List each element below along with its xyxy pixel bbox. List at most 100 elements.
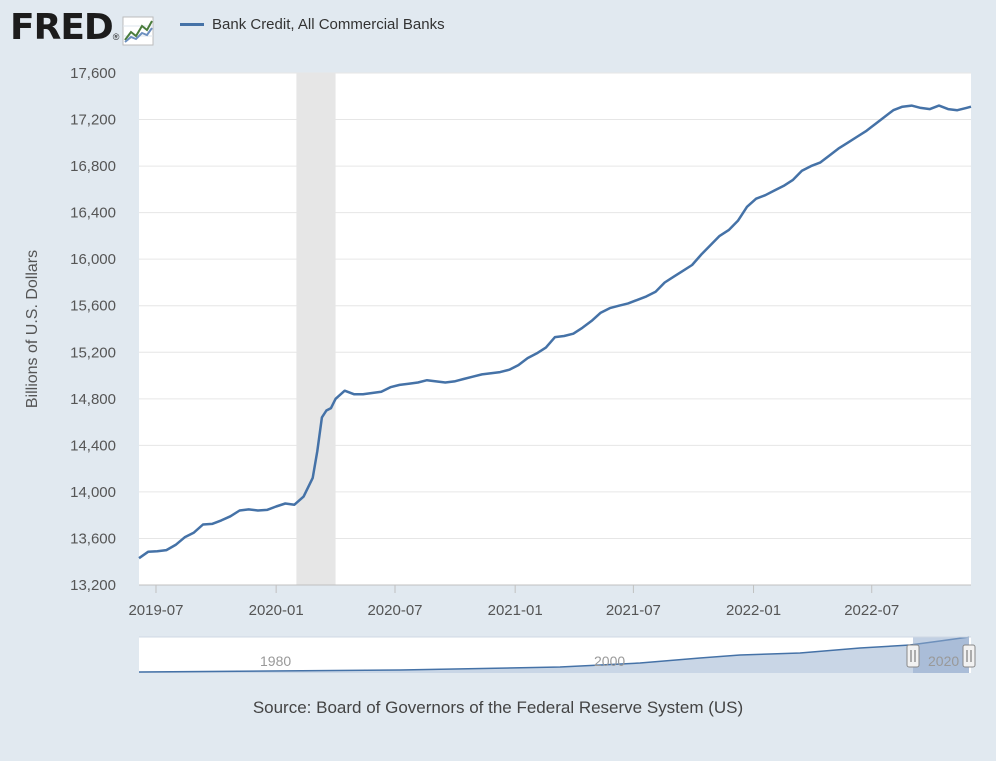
series-point [855, 135, 859, 139]
series-point [708, 243, 712, 247]
series-point [919, 106, 923, 110]
x-tick-label: 2020-07 [367, 602, 422, 619]
series-line-bank-credit[interactable] [138, 104, 972, 560]
series-point [155, 549, 159, 553]
navigator-right-handle[interactable] [962, 644, 976, 668]
series-point [736, 219, 740, 223]
series-point [599, 311, 603, 315]
registered-mark: ® [112, 32, 120, 42]
y-tick-label: 14,000 [70, 484, 116, 501]
series-point [388, 385, 392, 389]
series-point [324, 408, 328, 412]
series-point [654, 290, 658, 294]
y-tick-label: 14,800 [70, 391, 116, 408]
series-point [763, 193, 767, 197]
series-point [882, 115, 886, 119]
series-point [201, 522, 205, 526]
series-point [462, 377, 466, 381]
logo-text: FRED [10, 7, 114, 48]
series-point [718, 234, 722, 238]
series-point [526, 356, 530, 360]
series-point [590, 319, 594, 323]
series-point [928, 107, 932, 111]
series-point [302, 495, 306, 499]
navigator-area [139, 637, 969, 673]
y-axis-tick-labels: 13,200 13,600 14,000 14,400 14,800 15,200 15,6… [70, 65, 116, 594]
series-point [964, 106, 968, 110]
navigator-label-2020: 2020 [928, 653, 959, 669]
x-tick-label: 2022-07 [844, 602, 899, 619]
series-point [782, 184, 786, 188]
navigator-left-handle[interactable] [906, 644, 920, 668]
series-point [946, 107, 950, 111]
series-point [699, 253, 703, 257]
series-point [334, 397, 338, 401]
series-point [626, 301, 630, 305]
series-point [644, 294, 648, 298]
series-point [210, 522, 214, 526]
series-point [745, 205, 749, 209]
series-point [562, 334, 566, 338]
recession-shading [296, 73, 336, 585]
y-tick-label: 17,600 [70, 65, 116, 82]
series-point [480, 372, 484, 376]
series-point [891, 108, 895, 112]
fred-logo[interactable]: FRED ® [10, 8, 154, 48]
series-point [274, 504, 278, 508]
series-point [247, 507, 251, 511]
x-tick-label: 2021-01 [488, 602, 543, 619]
series-point [635, 298, 639, 302]
y-tick-label: 13,600 [70, 530, 116, 547]
series-point [791, 178, 795, 182]
y-tick-label: 15,600 [70, 298, 116, 315]
navigator-label-2000: 2000 [594, 653, 625, 669]
series-point [174, 543, 178, 547]
series-point [416, 381, 420, 385]
series-point [818, 161, 822, 165]
navigator-selected-range[interactable] [913, 637, 969, 673]
series-point [864, 129, 868, 133]
x-tick-label: 2022-01 [726, 602, 781, 619]
series-point [192, 531, 196, 535]
x-tick-label: 2019-07 [128, 602, 183, 619]
series-point [292, 503, 296, 507]
series-point [836, 147, 840, 151]
series-point [498, 370, 502, 374]
series-point [955, 108, 959, 112]
series-point [256, 509, 260, 513]
series-point [452, 379, 456, 383]
series-point [672, 275, 676, 279]
series-point [443, 381, 447, 385]
series-point [434, 379, 438, 383]
series-point [398, 383, 402, 387]
series-point [617, 304, 621, 308]
series-point [910, 104, 914, 108]
plot-area [139, 73, 971, 585]
legend-label: Bank Credit, All Commercial Banks [212, 16, 445, 33]
chart-legend[interactable]: Bank Credit, All Commercial Banks [180, 16, 445, 33]
series-point [681, 269, 685, 273]
y-tick-label: 17,200 [70, 112, 116, 129]
series-point [238, 509, 242, 513]
series-point [827, 154, 831, 158]
y-tick-label: 16,800 [70, 158, 116, 175]
series-point [311, 476, 315, 480]
series-point [379, 390, 383, 394]
series-point [969, 105, 973, 109]
series-point [580, 326, 584, 330]
series-point [343, 389, 347, 393]
line-chart[interactable]: 13,200 13,600 14,000 14,400 14,800 15,200 15,6… [0, 0, 996, 690]
grid-lines [139, 72, 971, 539]
series-point [800, 169, 804, 173]
series-point [516, 363, 520, 367]
series-point [320, 415, 324, 419]
y-tick-label: 15,200 [70, 344, 116, 361]
legend-swatch [180, 23, 204, 26]
series-point [425, 378, 429, 382]
series-point [846, 141, 850, 145]
time-navigator[interactable]: 1980 2000 2020 [138, 636, 976, 673]
y-tick-label: 13,200 [70, 577, 116, 594]
series-point [809, 164, 813, 168]
series-point [553, 335, 557, 339]
series-point [315, 449, 319, 453]
